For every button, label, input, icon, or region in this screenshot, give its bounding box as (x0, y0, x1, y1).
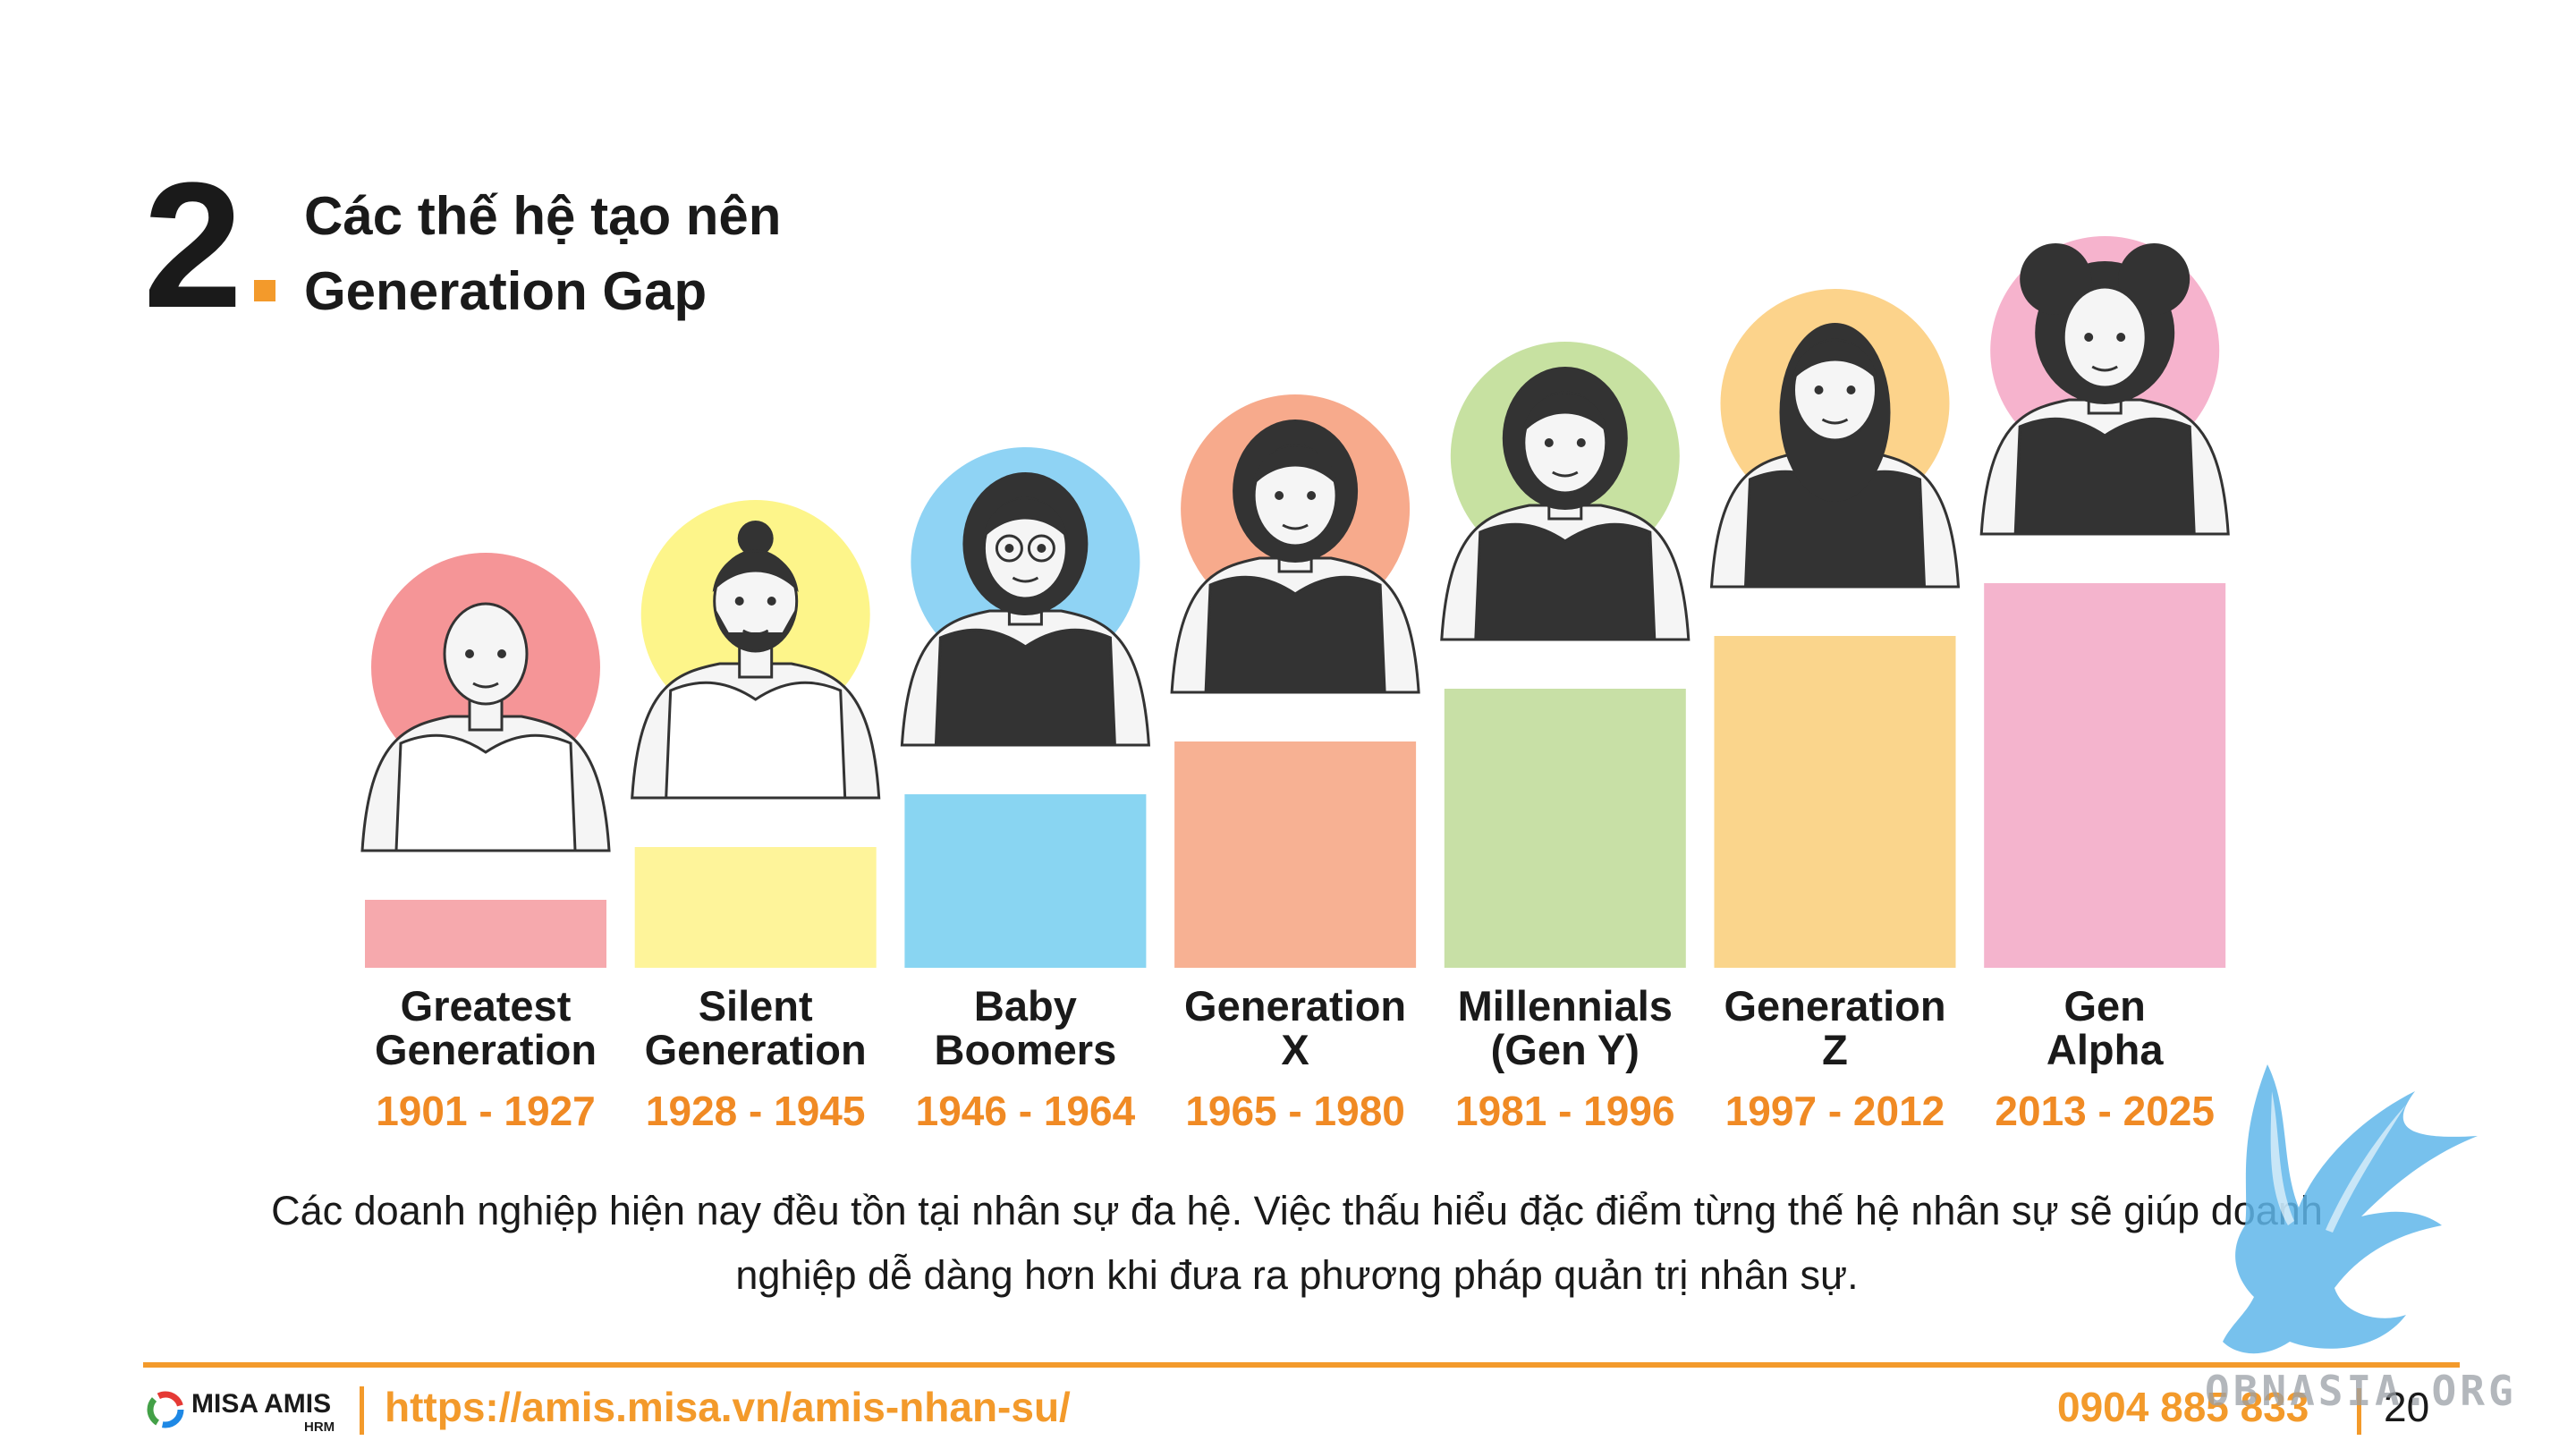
person-avatar-icon (631, 500, 881, 800)
footer-separator (360, 1386, 364, 1435)
generation-bar (365, 900, 606, 968)
generation-bar (1444, 689, 1686, 968)
footer-url-link[interactable]: https://amis.misa.vn/amis-nhan-su/ (385, 1384, 1071, 1430)
page-title-line-1: Các thế hệ tạo nên (304, 186, 782, 246)
person-avatar-icon (900, 447, 1150, 747)
body-line-1: Các doanh nghiệp hiện nay đều tồn tại nh… (271, 1188, 2323, 1233)
generation-name: Gen Alpha (1975, 984, 2234, 1072)
generation-name-line-1: Generation (1184, 982, 1407, 1030)
footer-phone: 0904 885 833 (2057, 1384, 2309, 1430)
generation-name-line-2: (Gen Y) (1490, 1026, 1640, 1073)
generation-name-line-1: Generation (1724, 982, 1946, 1030)
section-number-dot (254, 280, 275, 301)
generation-bar (1984, 583, 2226, 968)
generation-bar (634, 847, 877, 968)
body-line-2: nghiệp dễ dàng hơn khi đưa ra phương phá… (735, 1252, 1859, 1298)
generation-name-line-2: Alpha (2046, 1026, 2164, 1073)
griffin-icon (2223, 1064, 2478, 1354)
generation-name-line-1: Baby (973, 982, 1077, 1030)
misa-amis-logo[interactable]: MISA AMIS HRM (143, 1382, 349, 1439)
generation-name-line-1: Silent (698, 982, 813, 1030)
person-avatar-icon (360, 553, 611, 852)
page-title: Các thế hệ tạo nên Generation Gap (304, 179, 781, 329)
generation-name-line-2: Generation (644, 1026, 867, 1073)
generation-years: 1981 - 1996 (1455, 1088, 1675, 1134)
body-paragraph: Các doanh nghiệp hiện nay đều tồn tại nh… (161, 1179, 2433, 1308)
page-title-line-2: Generation Gap (304, 261, 708, 321)
generation-name-line-2: Boomers (934, 1026, 1117, 1073)
generation-name: Silent Generation (626, 984, 886, 1072)
generation-bar (1714, 636, 1956, 968)
generation-years: 2013 - 2025 (1995, 1088, 2215, 1134)
generation-years: 1901 - 1927 (376, 1088, 596, 1134)
person-avatar-icon (1709, 289, 1961, 589)
person-avatar-icon (1979, 236, 2230, 536)
person-avatar-icon (1440, 342, 1690, 641)
generation-name-line-1: Millennials (1457, 982, 1673, 1030)
generation-years: 1928 - 1945 (645, 1088, 866, 1134)
generation-years: 1997 - 2012 (1724, 1088, 1945, 1134)
generation-name-line-2: Generation (374, 1026, 597, 1073)
footer-separator (2357, 1388, 2361, 1435)
generation-name: Generation Z (1706, 984, 1965, 1072)
generation-name-line-1: Greatest (400, 982, 572, 1030)
generation-bar (904, 794, 1147, 968)
generation-name-line-1: Gen (2063, 982, 2146, 1030)
page-number: 20 (2384, 1384, 2430, 1430)
generation-name-line-2: Z (1822, 1026, 1848, 1073)
misa-logo-icon (147, 1391, 184, 1428)
generation-bar (1174, 741, 1417, 968)
generation-name: Greatest Generation (356, 984, 615, 1072)
generation-name: Millennials (Gen Y) (1436, 984, 1695, 1072)
logo-subtext: HRM (304, 1419, 335, 1435)
generation-name: Generation X (1165, 984, 1425, 1072)
generation-name: Baby Boomers (895, 984, 1155, 1072)
logo-text: MISA AMIS (191, 1389, 332, 1419)
generation-years: 1965 - 1980 (1185, 1088, 1405, 1134)
footer-divider (143, 1362, 2460, 1368)
generation-years: 1946 - 1964 (915, 1088, 1136, 1134)
section-number: 2 (143, 146, 242, 345)
watermark-text: OBNASIA.ORG (2205, 1367, 2517, 1415)
generation-name-line-2: X (1281, 1026, 1309, 1073)
person-avatar-icon (1170, 394, 1420, 694)
